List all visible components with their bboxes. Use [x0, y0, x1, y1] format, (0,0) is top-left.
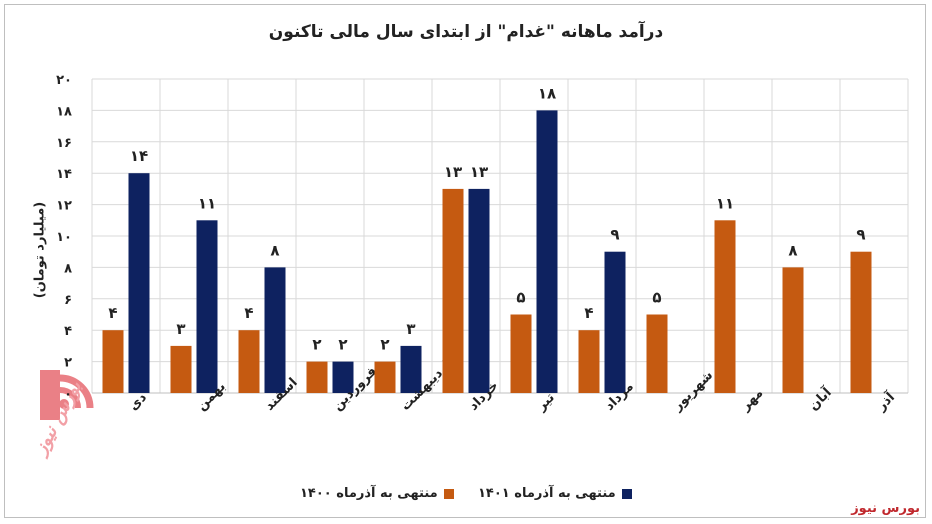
- y-tick-label: ۱۲: [56, 199, 72, 214]
- y-tick-label: ۲: [64, 356, 72, 371]
- y-tick-label: ۶: [64, 293, 72, 308]
- bar: [238, 330, 260, 393]
- data-label: ۲: [312, 336, 321, 354]
- data-label: ۵: [516, 289, 525, 307]
- bar: [578, 330, 600, 393]
- x-tick-label: آبان: [805, 384, 835, 414]
- legend-label-1401: منتهی به آذرماه ۱۴۰۱: [478, 486, 616, 501]
- data-label: ۹: [610, 226, 619, 244]
- bar: [646, 314, 668, 393]
- bar: [714, 220, 736, 393]
- bar: [170, 345, 192, 393]
- bar: [306, 361, 328, 393]
- legend-swatch-1400: [443, 488, 454, 499]
- data-label: ۱۳: [470, 163, 488, 181]
- bar: [196, 220, 218, 393]
- bar: [468, 188, 490, 393]
- legend-label-1400: منتهی به آذرماه ۱۴۰۰: [300, 486, 438, 501]
- y-tick-label: ۱۰: [56, 230, 72, 245]
- bar: [536, 110, 558, 394]
- bar: [604, 251, 626, 393]
- x-tick-label: مهر: [738, 386, 767, 415]
- y-tick-label: ۲۰: [56, 73, 72, 88]
- y-tick-label: ۱۶: [56, 136, 72, 151]
- data-label: ۲: [338, 336, 347, 354]
- bar: [400, 345, 422, 393]
- bar: [128, 173, 150, 393]
- bar: [442, 188, 464, 393]
- bar: [332, 361, 354, 393]
- data-label: ۴: [244, 304, 253, 322]
- data-label: ۱۱: [198, 194, 216, 212]
- x-tick-label: تیر: [534, 390, 558, 414]
- y-tick-label: ۱۸: [56, 104, 72, 119]
- chart-title: درآمد ماهانه "غدام" از ابتدای سال مالی ت…: [268, 22, 664, 42]
- y-tick-label: ۴: [64, 324, 72, 339]
- y-tick-label: ۱۴: [56, 167, 72, 182]
- bar: [510, 314, 532, 393]
- watermark-logo-icon: [38, 368, 108, 458]
- data-label: ۱۸: [538, 84, 556, 102]
- x-tick-label: آذر: [872, 388, 898, 414]
- bar: [782, 267, 804, 393]
- data-label: ۸: [270, 241, 279, 259]
- legend-swatch-1401: [621, 488, 632, 499]
- data-label: ۸: [788, 241, 797, 259]
- x-tick-label: شهریور: [670, 368, 717, 415]
- legend-item-1401: منتهی به آذرماه ۱۴۰۱: [478, 486, 632, 501]
- bar: [264, 267, 286, 393]
- data-label: ۳: [406, 320, 415, 338]
- data-label: ۴: [584, 304, 593, 322]
- bar: [374, 361, 396, 393]
- data-label: ۲: [380, 336, 389, 354]
- data-label: ۴: [108, 304, 117, 322]
- bar: [102, 330, 124, 393]
- source-label: بورس نیوز: [851, 501, 920, 516]
- data-label: ۹: [856, 226, 865, 244]
- legend-item-1400: منتهی به آذرماه ۱۴۰۰: [300, 486, 454, 501]
- data-label: ۱۳: [444, 163, 462, 181]
- data-label: ۵: [652, 289, 661, 307]
- data-label: ۳: [176, 320, 185, 338]
- data-label: ۱۱: [716, 194, 734, 212]
- data-label: ۱۴: [130, 147, 148, 165]
- y-tick-label: ۰: [64, 387, 72, 402]
- y-tick-label: ۸: [64, 261, 72, 276]
- bar: [850, 251, 872, 393]
